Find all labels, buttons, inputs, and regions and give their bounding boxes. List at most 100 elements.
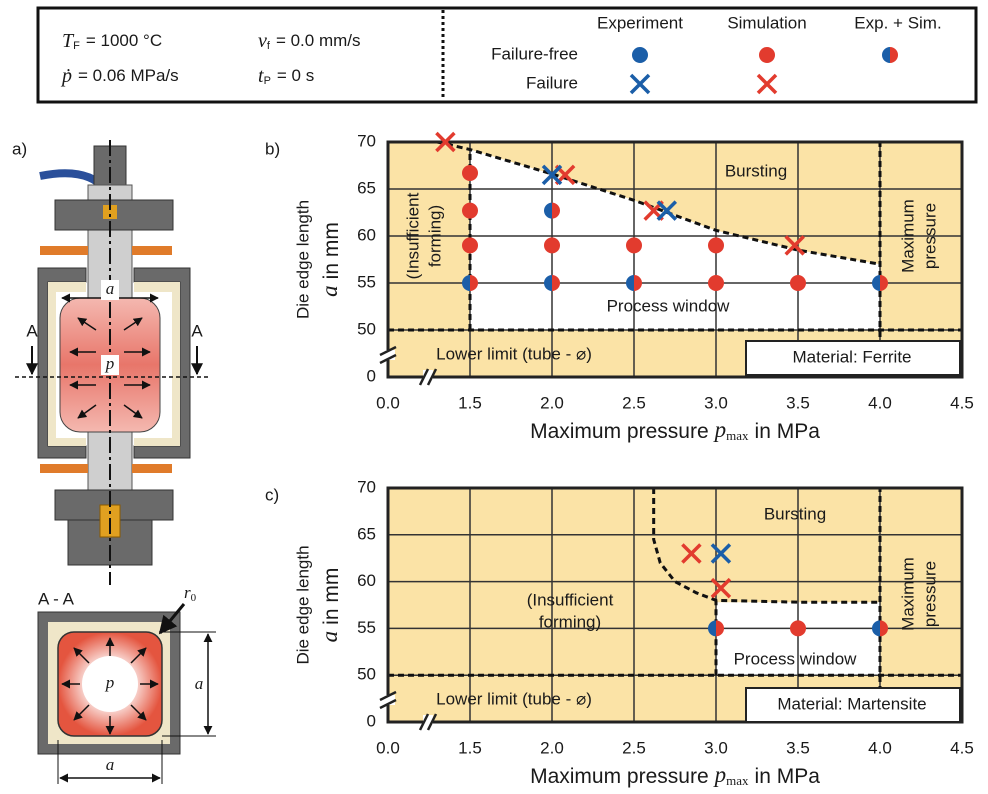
x-tick-label: 2.5 [622, 393, 646, 412]
material-label: Material: Martensite [777, 694, 926, 713]
x-tick-label: 4.0 [868, 738, 892, 757]
marker [544, 237, 560, 253]
y-tick-label: 70 [357, 131, 376, 150]
y-tick-label: 55 [357, 272, 376, 291]
annotation: Lower limit (tube - ⌀) [436, 689, 592, 708]
annotation-text: Bursting [725, 161, 787, 180]
y-axis-label-line: a in mm [317, 222, 342, 297]
section-mark: A [191, 321, 203, 340]
pressure-label: p [105, 354, 115, 373]
annotation: Lower limit (tube - ⌀) [436, 344, 592, 363]
y-axis-label-symbol: a [317, 631, 342, 643]
marker [872, 620, 888, 636]
y-axis-label-unit: in mm [320, 568, 343, 625]
annotation-text: Lower limit (tube - ⌀) [436, 689, 592, 708]
x-tick-label: 0.0 [376, 393, 400, 412]
parameter-symbol: ṗ [60, 65, 72, 87]
x-tick-label: 2.5 [622, 738, 646, 757]
panel-label: c) [265, 485, 279, 504]
legend-row: Failure [526, 73, 578, 92]
figure: a) A A a p A - A p r0 a a TF= 1000 ° [0, 0, 988, 794]
x-tick-label: 0.0 [376, 738, 400, 757]
x-tick-label: 4.5 [950, 738, 974, 757]
dimension-label: a [195, 674, 204, 693]
y-tick-label: 0 [367, 366, 376, 385]
x-tick-label: 3.0 [704, 738, 728, 757]
panel-label: b) [265, 139, 280, 158]
x-axis-label-unit: in MPa [755, 765, 821, 788]
annotation: Bursting [764, 504, 826, 523]
x-axis-label-unit: in MPa [755, 420, 821, 443]
annotation-text: (Insufficient [403, 192, 422, 279]
y-tick-label: 60 [357, 571, 376, 590]
material-label: Material: Ferrite [792, 347, 911, 366]
y-tick-label: 0 [367, 711, 376, 730]
parameter-value: = 1000 °C [86, 31, 162, 50]
y-axis-label-text: Die edge length [293, 200, 312, 319]
y-axis-label: Die edge length a in mm [293, 200, 342, 319]
x-tick-label: 2.0 [540, 393, 564, 412]
radius-sub: 0 [191, 592, 197, 604]
annotation-text: Maximum [898, 557, 917, 631]
annotation: Bursting [725, 161, 787, 180]
legend-column: Exp. + Sim. [854, 13, 941, 32]
marker [462, 203, 478, 219]
x-axis-label-sub: max [726, 428, 749, 443]
parameter-sub: P [264, 75, 271, 87]
annotation-text: Bursting [764, 504, 826, 523]
marker [462, 165, 478, 181]
y-axis-label-unit: in mm [320, 222, 343, 279]
legend-column: Simulation [727, 13, 806, 32]
pin [40, 464, 88, 473]
schematic: a) A A a p A - A p r0 a a [12, 139, 216, 784]
x-tick-label: 2.0 [540, 738, 564, 757]
y-tick-label: 65 [357, 524, 376, 543]
annotation: Process window [607, 296, 731, 315]
pin [132, 464, 172, 473]
x-axis-label: Maximum pressurepmaxin MPa [530, 762, 820, 788]
x-tick-label: 3.0 [704, 393, 728, 412]
y-tick-label: 60 [357, 225, 376, 244]
parameter-symbol: v [258, 30, 267, 52]
annotation-text: Process window [734, 649, 858, 668]
y-axis-label-text: Die edge length [293, 545, 312, 664]
x-axis-label-symbol: p [713, 762, 727, 787]
annotation-text: Lower limit (tube - ⌀) [436, 344, 592, 363]
parameter-value: = 0 s [277, 66, 314, 85]
y-axis-label-line: a in mm [317, 568, 342, 643]
annotation-text: forming) [539, 612, 601, 631]
marker [544, 275, 560, 291]
legend-row: Failure-free [491, 44, 578, 63]
annotation-text: Maximum [898, 199, 917, 273]
x-tick-label: 3.5 [786, 393, 810, 412]
panel-label: a) [12, 139, 27, 158]
section-mark: A [26, 321, 38, 340]
x-tick-label: 1.5 [458, 738, 482, 757]
pin [132, 246, 172, 255]
annotation-text: forming) [425, 205, 444, 267]
section-title: A - A [38, 589, 75, 608]
dimension-label: a [106, 755, 115, 774]
legend-marker [632, 47, 648, 63]
marker [462, 237, 478, 253]
section-pressure-label: p [105, 673, 115, 692]
marker [708, 237, 724, 253]
parameter-sub: F [73, 40, 80, 52]
chart: 0.01.52.02.53.03.54.04.505055606570Burst… [265, 131, 974, 443]
y-axis-label-symbol: a [317, 285, 342, 297]
legend-marker [759, 47, 775, 63]
annotation-text: (Insufficient [527, 590, 614, 609]
x-axis-label-sub: max [726, 773, 749, 788]
annotation-text: pressure [920, 561, 939, 627]
y-tick-label: 50 [357, 319, 376, 338]
y-tick-label: 55 [357, 618, 376, 637]
y-axis-label: Die edge length a in mm [293, 545, 342, 664]
parameter-value: = 0.0 mm/s [276, 31, 361, 50]
marker [708, 620, 724, 636]
marker [626, 237, 642, 253]
x-tick-label: 1.5 [458, 393, 482, 412]
marker [462, 275, 478, 291]
x-axis-label-symbol: p [713, 417, 727, 442]
